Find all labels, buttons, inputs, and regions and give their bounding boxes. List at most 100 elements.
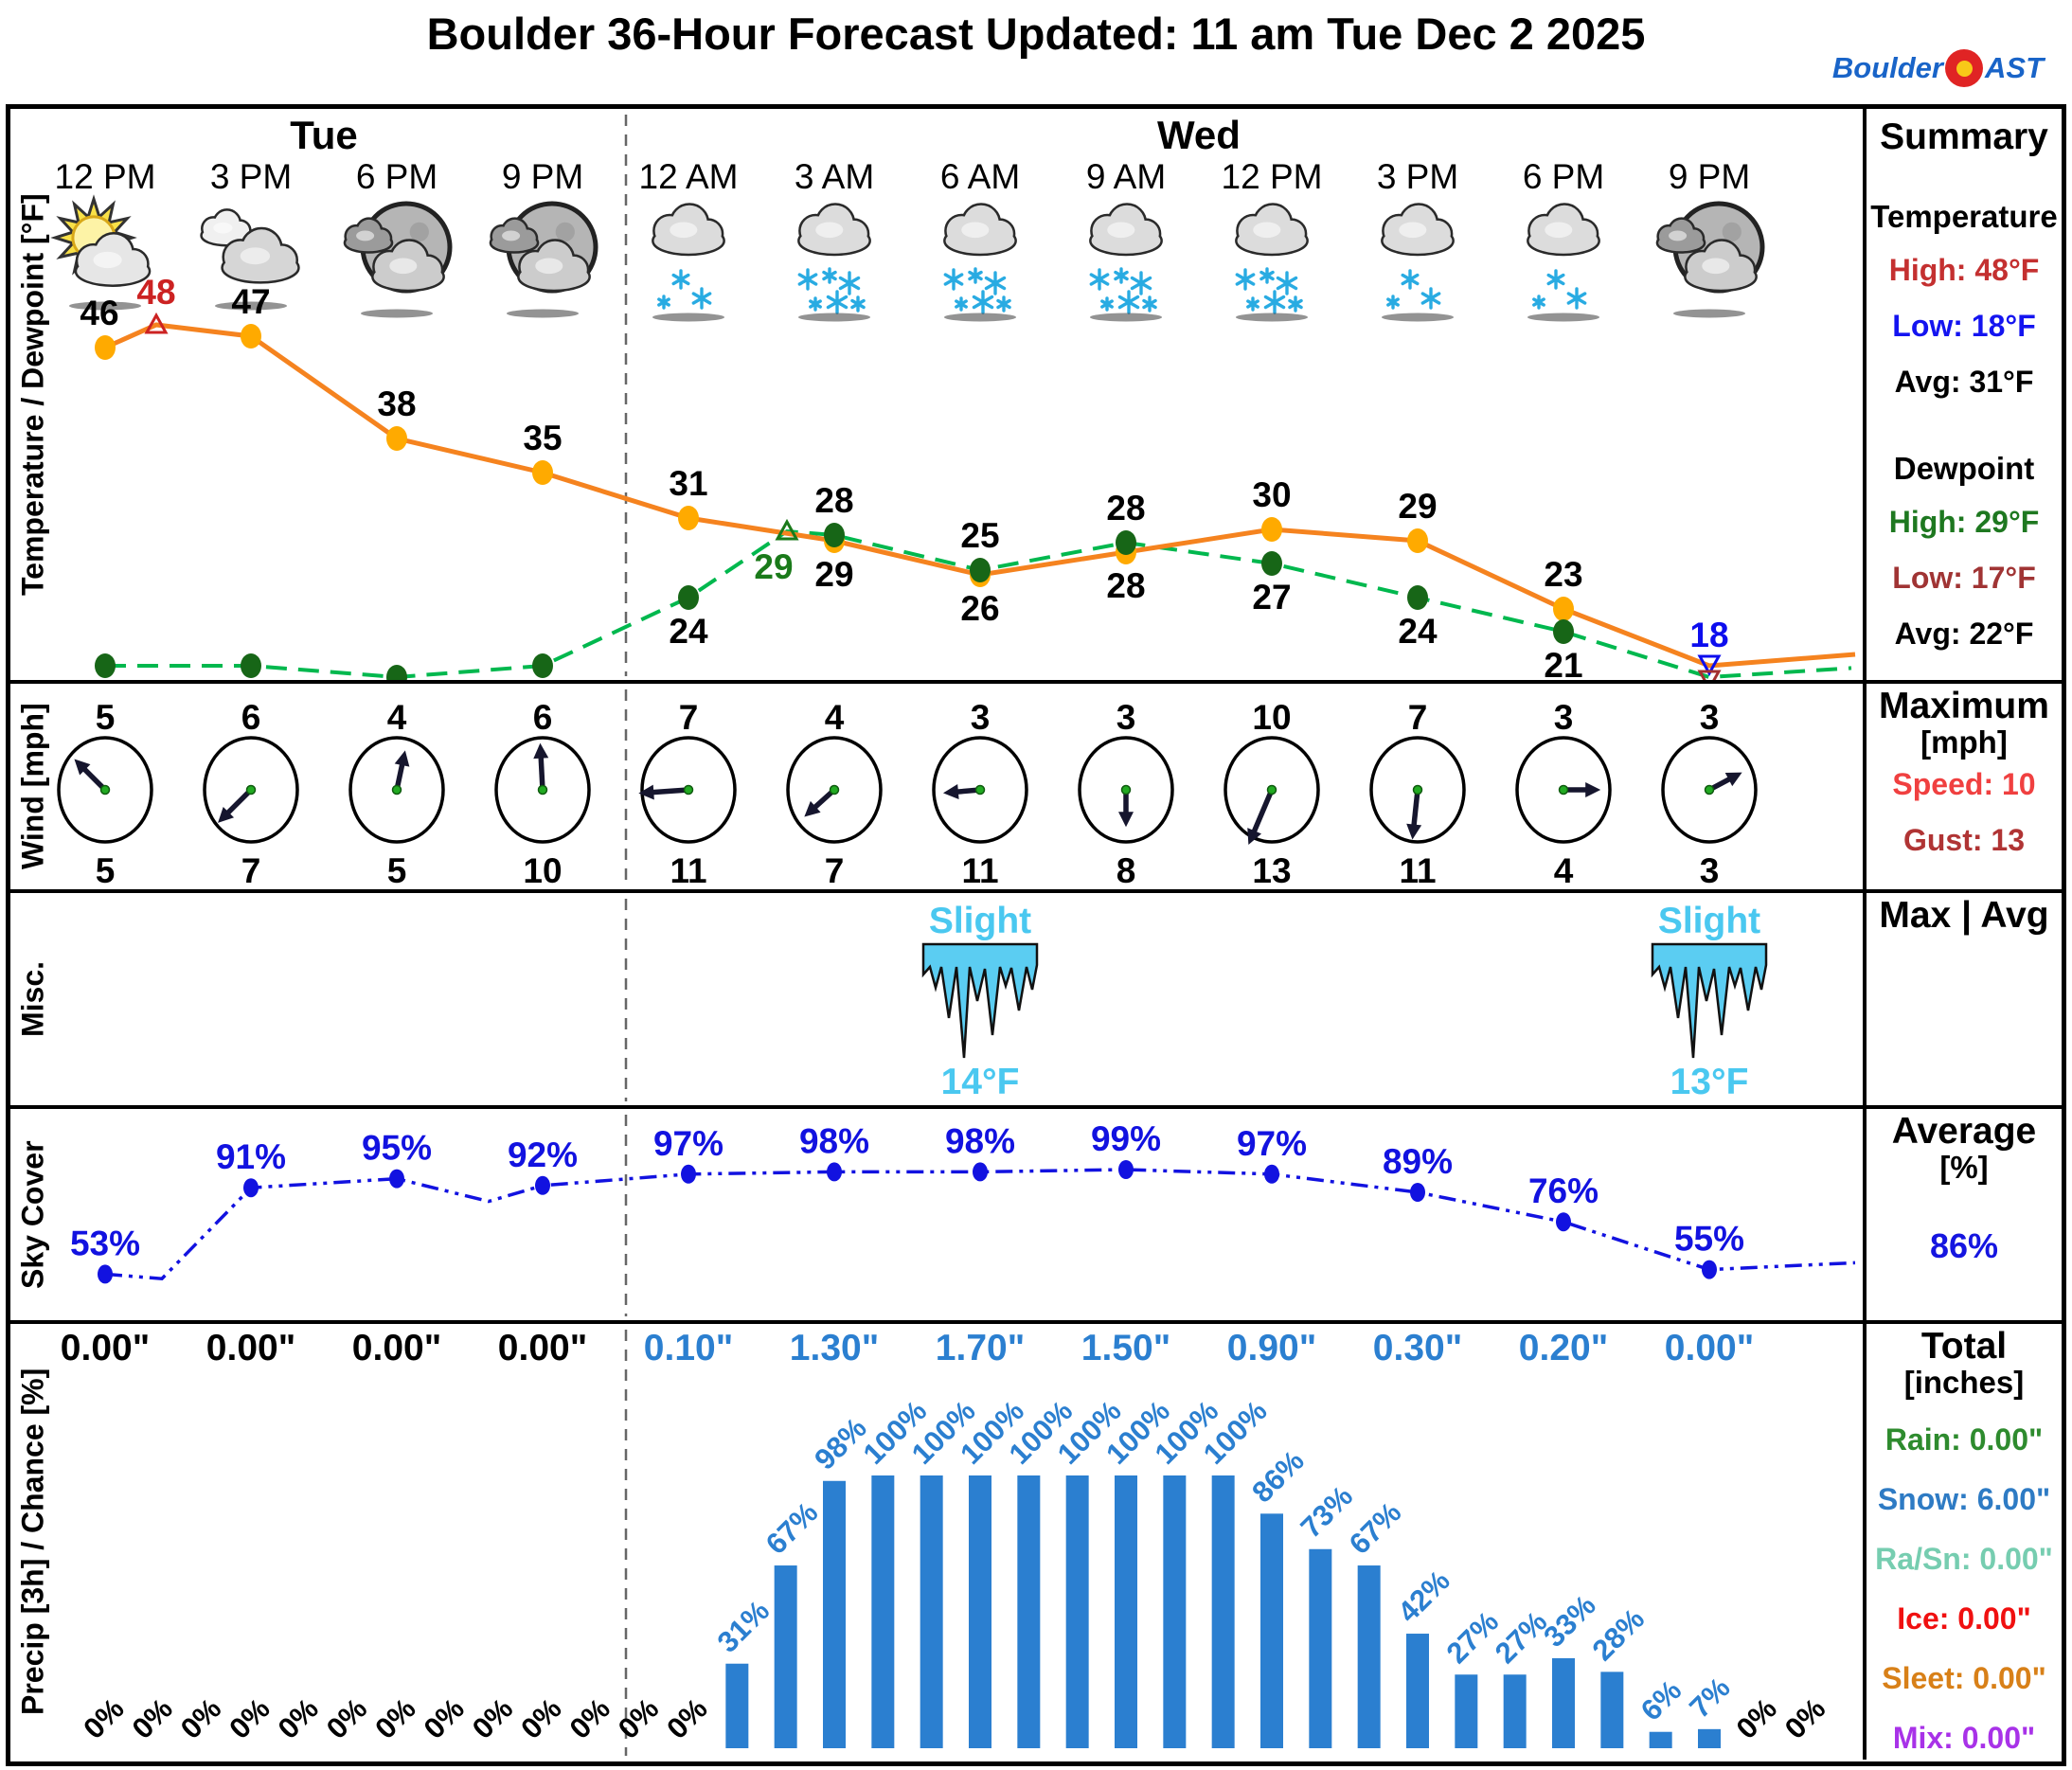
wind-speed-label: 3 (1700, 698, 1720, 737)
snowflake-icon (972, 295, 994, 310)
summary-dew-avg: Avg: 22°F (1867, 617, 2062, 652)
value: 0.00" (1961, 1720, 2036, 1755)
misc-plot: Slight 14°F Slight 13°F Misc. (10, 893, 1863, 1105)
sky-cover-label: 55% (1674, 1220, 1744, 1259)
cloud-highlight (535, 258, 563, 275)
dewpoint-point (386, 665, 407, 680)
wind-gust-label: 11 (1399, 851, 1436, 889)
time-label: 6 PM (1523, 157, 1604, 196)
sky-cover-point (973, 1162, 988, 1182)
dewpoint-point (1553, 619, 1574, 644)
precip-sidebar: Total [inches] Rain: 0.00" Snow: 6.00" R… (1863, 1324, 2062, 1760)
icon-shadow (1673, 309, 1745, 318)
value: 0.00" (1979, 1541, 2053, 1576)
wind-center-dot (974, 784, 986, 796)
icicle-temp-label: 13°F (1670, 1062, 1749, 1102)
temp-point (1261, 517, 1282, 542)
total-rain: Rain: 0.00" (1867, 1422, 2062, 1457)
dewpoint-value-label: 28 (1106, 489, 1145, 527)
temp-value-label: 46 (80, 294, 118, 332)
wind-arrowhead (1247, 828, 1261, 845)
wind-gust-label: 11 (961, 851, 998, 889)
cloud-shape (653, 227, 723, 254)
sky-cover-label: 98% (945, 1121, 1015, 1160)
snowflake-icon (809, 299, 822, 309)
value: 17°F (1971, 560, 2036, 595)
cloud-shape (1686, 263, 1756, 290)
icon-shadow (1382, 313, 1454, 322)
snowflake-icon (1532, 297, 1545, 307)
precip-chance-zero-label: 0% (320, 1692, 373, 1745)
dewpoint-point (532, 653, 553, 678)
snowflake-icon (671, 273, 690, 286)
wind-center-dot (391, 784, 402, 796)
wind-arrowhead (638, 784, 654, 800)
cloud-highlight (1399, 222, 1427, 239)
sky-cover-label: 98% (799, 1121, 869, 1160)
snowflake-icon (968, 270, 983, 281)
temp-low-label: 18 (1689, 616, 1728, 654)
dewpoint-point (1116, 530, 1136, 555)
cloud-highlight (240, 247, 271, 265)
cloud-shape (1658, 234, 1704, 252)
weather-icon-snow-light (1527, 203, 1600, 322)
snowflake-icon (838, 276, 861, 291)
precip-chance-label: 42% (1391, 1564, 1456, 1629)
moon-crater (1722, 222, 1742, 242)
precip-chance-bar (1649, 1731, 1672, 1748)
snowflake-icon (1566, 292, 1587, 305)
time-label: 9 AM (1086, 157, 1166, 196)
precip-chance-bar (969, 1475, 991, 1748)
precip-chance-bar (1211, 1475, 1235, 1748)
snowflake-icon (955, 299, 968, 309)
cloud-highlight (389, 258, 418, 275)
wind-center-dot (245, 784, 257, 796)
precip-chance-bar (1600, 1672, 1624, 1748)
precip-chance-label: 7% (1683, 1671, 1736, 1724)
snowflake-icon (657, 297, 670, 307)
precip-amount-label: 0.90" (1227, 1328, 1316, 1368)
label: Sleet: (1882, 1660, 1965, 1695)
temp-point (1553, 597, 1574, 621)
wind-arrowhead (942, 784, 959, 799)
temp-value-label: 38 (377, 384, 416, 423)
temp-value-label: 31 (669, 464, 707, 503)
cloud-shape (346, 234, 391, 252)
time-label: 9 PM (502, 157, 583, 196)
dewpoint-point (678, 585, 699, 610)
total-ice: Ice: 0.00" (1867, 1601, 2062, 1636)
precip-amount-label: 0.00" (1665, 1328, 1754, 1368)
wind-speed-label: 7 (1408, 698, 1428, 737)
dewpoint-line (105, 528, 1852, 680)
temp-point (678, 506, 699, 530)
snowflake-icon (1246, 299, 1259, 309)
cloud-shape (1091, 227, 1161, 254)
time-label: 3 PM (210, 157, 292, 196)
snowflake-icon (1100, 299, 1114, 309)
cloud-shape (223, 254, 298, 282)
label: Low: (1892, 560, 1963, 595)
sky-cover-point (98, 1264, 113, 1284)
header: Boulder 36-Hour Forecast Updated: 11 am … (0, 0, 2072, 102)
sky-cover-label: 99% (1091, 1119, 1161, 1158)
weather-icon-cloudy-night (1655, 201, 1765, 318)
weather-icon-cloudy-night (489, 201, 598, 318)
summary-temp-high: High: 48°F (1867, 253, 2062, 288)
wind-gust-label: 4 (1554, 851, 1574, 889)
dewpoint-point (1261, 551, 1282, 576)
wind-gust-label: 3 (1700, 851, 1720, 889)
summary-dew-low: Low: 17°F (1867, 561, 2062, 596)
snowflake-icon (1089, 273, 1110, 286)
weather-icon-snow-heavy (1089, 203, 1163, 322)
cloud-highlight (1253, 222, 1281, 239)
label: Speed: (1892, 766, 1994, 801)
dewpoint-value-label: 24 (669, 612, 708, 651)
precip-chance-zero-label: 0% (223, 1692, 276, 1745)
day-label: Wed (1157, 113, 1241, 157)
precip-chance-bar (1309, 1548, 1332, 1748)
precip-chance-bar (1163, 1475, 1187, 1748)
sky-avg-title: Average (1891, 1111, 2037, 1152)
wind-speed-label: 3 (971, 698, 991, 737)
dewpoint-value-label: 28 (814, 481, 853, 520)
time-label: 3 PM (1377, 157, 1458, 196)
